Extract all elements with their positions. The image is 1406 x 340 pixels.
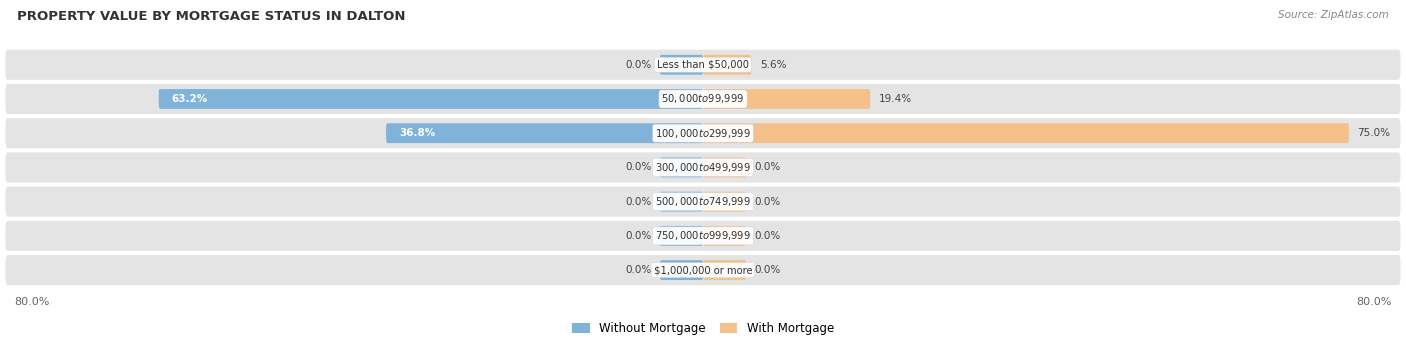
FancyBboxPatch shape <box>703 157 747 177</box>
Text: 0.0%: 0.0% <box>755 231 780 241</box>
FancyBboxPatch shape <box>703 260 747 280</box>
FancyBboxPatch shape <box>659 226 703 246</box>
FancyBboxPatch shape <box>703 192 747 211</box>
Text: 0.0%: 0.0% <box>755 163 780 172</box>
Text: 80.0%: 80.0% <box>1357 297 1392 307</box>
Text: 0.0%: 0.0% <box>755 265 780 275</box>
FancyBboxPatch shape <box>659 260 703 280</box>
Text: $100,000 to $299,999: $100,000 to $299,999 <box>655 127 751 140</box>
FancyBboxPatch shape <box>6 84 1400 114</box>
Text: 75.0%: 75.0% <box>1358 128 1391 138</box>
FancyBboxPatch shape <box>387 123 703 143</box>
FancyBboxPatch shape <box>703 123 1348 143</box>
Text: 0.0%: 0.0% <box>626 163 651 172</box>
Text: $500,000 to $749,999: $500,000 to $749,999 <box>655 195 751 208</box>
FancyBboxPatch shape <box>659 157 703 177</box>
FancyBboxPatch shape <box>6 255 1400 285</box>
Text: $50,000 to $99,999: $50,000 to $99,999 <box>661 92 745 105</box>
Text: 0.0%: 0.0% <box>626 60 651 70</box>
Text: 0.0%: 0.0% <box>626 265 651 275</box>
Text: $750,000 to $999,999: $750,000 to $999,999 <box>655 230 751 242</box>
Text: 80.0%: 80.0% <box>14 297 49 307</box>
Text: 63.2%: 63.2% <box>172 94 208 104</box>
Text: 0.0%: 0.0% <box>626 197 651 207</box>
Text: 0.0%: 0.0% <box>626 231 651 241</box>
Text: Source: ZipAtlas.com: Source: ZipAtlas.com <box>1278 10 1389 20</box>
FancyBboxPatch shape <box>159 89 703 109</box>
FancyBboxPatch shape <box>6 221 1400 251</box>
Text: 0.0%: 0.0% <box>755 197 780 207</box>
FancyBboxPatch shape <box>6 152 1400 183</box>
FancyBboxPatch shape <box>6 50 1400 80</box>
Text: $1,000,000 or more: $1,000,000 or more <box>654 265 752 275</box>
Text: PROPERTY VALUE BY MORTGAGE STATUS IN DALTON: PROPERTY VALUE BY MORTGAGE STATUS IN DAL… <box>17 10 405 23</box>
FancyBboxPatch shape <box>703 226 747 246</box>
Legend: Without Mortgage, With Mortgage: Without Mortgage, With Mortgage <box>567 317 839 340</box>
Text: 19.4%: 19.4% <box>879 94 912 104</box>
Text: 5.6%: 5.6% <box>759 60 786 70</box>
FancyBboxPatch shape <box>703 55 751 75</box>
Text: Less than $50,000: Less than $50,000 <box>657 60 749 70</box>
FancyBboxPatch shape <box>659 192 703 211</box>
Text: $300,000 to $499,999: $300,000 to $499,999 <box>655 161 751 174</box>
Text: 36.8%: 36.8% <box>399 128 436 138</box>
FancyBboxPatch shape <box>703 89 870 109</box>
FancyBboxPatch shape <box>6 187 1400 217</box>
FancyBboxPatch shape <box>6 118 1400 148</box>
FancyBboxPatch shape <box>659 55 703 75</box>
